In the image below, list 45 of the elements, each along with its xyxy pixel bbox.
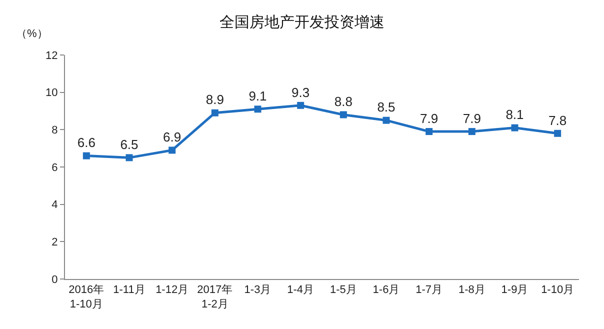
x-tick-label: 1-9月	[501, 284, 528, 296]
x-tick-label: 1-3月	[244, 284, 272, 296]
y-tick-label: 6	[52, 162, 58, 174]
data-label: 6.9	[163, 130, 182, 145]
data-label: 6.6	[77, 135, 96, 150]
data-label: 9.3	[292, 84, 310, 100]
x-tick-label: 1-4月	[287, 284, 314, 296]
chart-title: 全国房地产开发投资增速	[220, 14, 384, 31]
data-label: 8.5	[377, 100, 396, 115]
data-label: 7.8	[548, 112, 567, 128]
y-tick-label: 10	[46, 87, 58, 100]
y-axis-title: （%）	[16, 28, 48, 40]
data-label: 7.9	[462, 110, 481, 126]
x-tick-label: 1-11月	[113, 284, 146, 296]
y-tick-label: 0	[52, 274, 58, 286]
point	[211, 109, 218, 116]
y-tick-label: 12	[46, 50, 58, 62]
point	[340, 111, 347, 118]
y-tick-label: 2	[52, 236, 58, 249]
data-label: 9.1	[248, 88, 267, 104]
point	[468, 128, 476, 136]
data-label: 8.8	[334, 94, 352, 110]
point	[126, 154, 133, 162]
point	[254, 106, 262, 113]
x-tick-label: 1-6月	[372, 284, 400, 296]
x-tick-label: 1-12月	[156, 284, 189, 296]
point	[297, 102, 304, 109]
y-tick-label: 8	[52, 124, 58, 137]
point	[554, 130, 562, 137]
point	[426, 128, 433, 136]
point	[511, 124, 518, 132]
x-tick-label: 1-8月	[458, 284, 486, 296]
data-label: 8.1	[506, 107, 524, 122]
x-tick-label: 2016年 1-10月	[68, 284, 104, 310]
x-tick-label: 1-10月	[541, 284, 574, 296]
point	[168, 146, 176, 154]
data-label: 8.9	[206, 92, 224, 108]
y-tick-label: 4	[52, 199, 58, 212]
data-label: 7.9	[420, 110, 438, 126]
x-tick-label: 1-7月	[416, 284, 443, 296]
x-tick-label: 1-5月	[330, 284, 357, 296]
point	[82, 152, 90, 160]
point	[382, 116, 390, 124]
x-tick-label: 2017年 1-2月	[197, 284, 233, 310]
data-label: 6.5	[120, 137, 138, 152]
